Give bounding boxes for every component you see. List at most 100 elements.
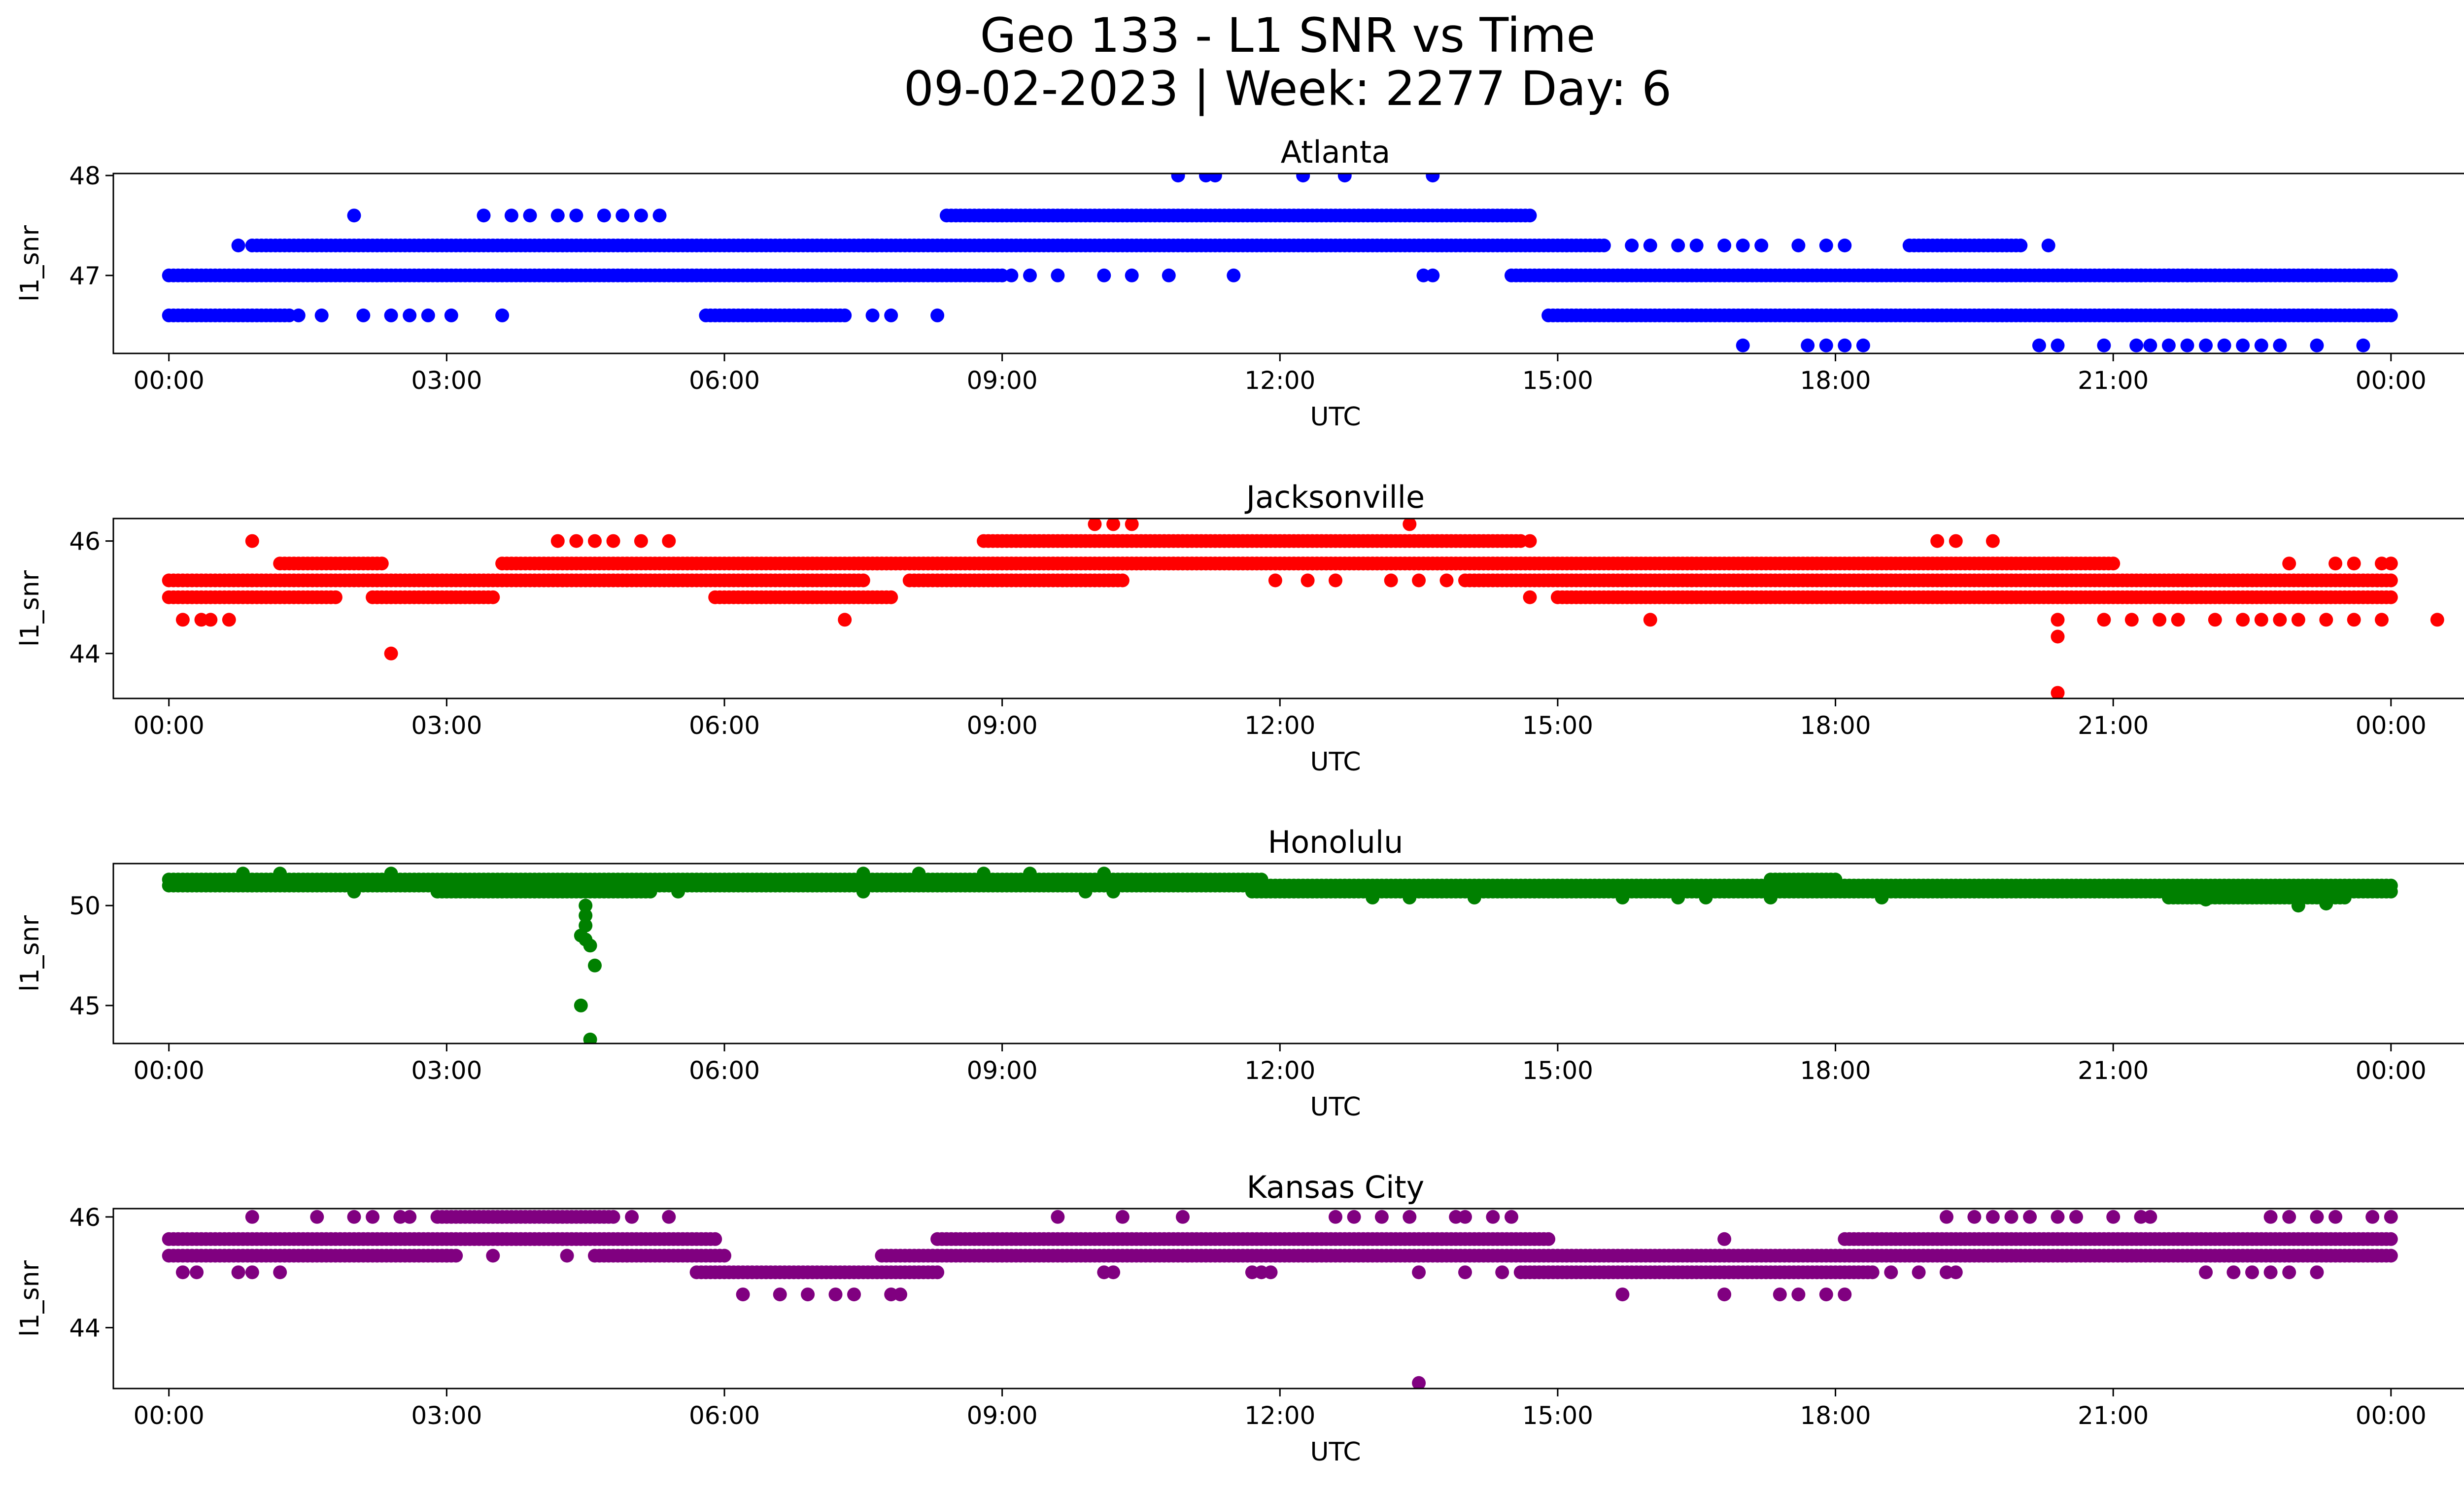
data-point — [2004, 1210, 2019, 1224]
data-point — [504, 209, 518, 223]
data-point — [204, 613, 218, 627]
data-point — [1366, 890, 1380, 904]
data-point — [328, 590, 342, 604]
x-tick-label: 18:00 — [1800, 366, 1871, 395]
data-point — [2134, 268, 2148, 282]
data-point — [2161, 338, 2176, 352]
x-axis-label: UTC — [1310, 747, 1361, 777]
y-axis-label: l1_snr — [15, 570, 45, 647]
data-point — [2430, 613, 2444, 627]
data-point — [574, 998, 588, 1012]
data-point — [865, 308, 880, 322]
y-tick-label: 48 — [69, 162, 101, 190]
data-point — [1467, 890, 1481, 904]
data-point — [828, 1287, 843, 1302]
data-point — [1115, 1210, 1129, 1224]
x-tick-label: 18:00 — [1800, 1056, 1871, 1085]
data-point — [2282, 556, 2296, 571]
data-point — [643, 884, 657, 899]
x-tick-label: 00:00 — [134, 1056, 205, 1085]
data-point — [1300, 573, 1315, 588]
data-point — [1176, 1210, 1190, 1224]
data-point — [1736, 239, 1750, 252]
y-tick-label: 47 — [69, 262, 101, 290]
x-axis-label: UTC — [1310, 1092, 1361, 1122]
data-point — [1856, 338, 1870, 352]
data-point — [2023, 1210, 2037, 1224]
data-point — [1023, 268, 1037, 282]
data-point — [273, 1265, 287, 1280]
data-point — [588, 534, 602, 548]
x-tick-label: 00:00 — [134, 1401, 205, 1430]
data-point — [2124, 613, 2139, 627]
data-point — [560, 1249, 574, 1263]
data-point — [2245, 1265, 2259, 1280]
data-point — [310, 1210, 324, 1224]
data-point — [2347, 613, 2361, 627]
data-point — [1523, 209, 1537, 223]
data-point — [236, 867, 250, 881]
data-point — [403, 1210, 417, 1224]
data-point — [2310, 1210, 2324, 1224]
data-point — [1717, 1287, 1732, 1302]
data-point — [1671, 890, 1685, 904]
x-axis-label: UTC — [1310, 1437, 1361, 1467]
y-tick-label: 45 — [69, 992, 101, 1020]
data-point — [1329, 1210, 1342, 1224]
data-point — [1125, 519, 1139, 531]
figure-title: Geo 133 - L1 SNR vs Time 09-02-2023 | We… — [0, 9, 2464, 115]
data-point — [856, 573, 870, 588]
data-point — [708, 1232, 722, 1246]
data-point — [2384, 308, 2398, 322]
data-point — [1791, 239, 1806, 252]
data-point — [1208, 174, 1222, 183]
axes-frame — [112, 173, 2464, 354]
data-point — [2208, 613, 2222, 627]
data-point — [1088, 519, 1102, 531]
subplot-title: Atlanta — [1281, 134, 1390, 170]
data-point — [718, 1249, 731, 1263]
data-point — [2254, 338, 2268, 352]
data-point — [1643, 239, 1657, 252]
data-point — [2106, 1210, 2121, 1224]
data-point — [375, 556, 389, 571]
data-point — [652, 209, 667, 223]
data-point — [1051, 268, 1065, 282]
data-point — [384, 308, 398, 322]
data-point — [1004, 268, 1019, 282]
data-point — [2051, 1210, 2065, 1224]
x-tick-label: 09:00 — [967, 366, 1038, 395]
data-point — [838, 613, 852, 627]
data-point — [1458, 1210, 1472, 1224]
data-point — [736, 1287, 750, 1302]
data-point — [314, 308, 329, 322]
subplot-title: Honolulu — [1268, 824, 1403, 860]
data-point — [930, 1265, 945, 1280]
data-point — [2291, 613, 2305, 627]
data-point — [1523, 590, 1537, 604]
x-tick-label: 03:00 — [411, 1056, 482, 1085]
data-point — [2041, 239, 2055, 252]
data-point — [912, 867, 926, 881]
data-point — [495, 308, 510, 322]
data-point — [2236, 338, 2250, 352]
x-tick-label: 09:00 — [967, 711, 1038, 740]
x-tick-label: 12:00 — [1244, 1056, 1315, 1085]
data-point — [2310, 1265, 2324, 1280]
data-point — [1374, 1210, 1389, 1224]
y-tick-label: 50 — [69, 892, 101, 920]
data-point — [838, 308, 852, 322]
data-point — [245, 1210, 259, 1224]
data-point — [2263, 1210, 2278, 1224]
data-point — [1097, 268, 1111, 282]
data-point — [1458, 1265, 1472, 1280]
data-point — [245, 1265, 259, 1280]
data-point — [1764, 890, 1778, 904]
series-points — [162, 519, 2444, 698]
data-point — [579, 908, 593, 923]
data-point — [606, 1210, 620, 1224]
y-tick-label: 46 — [69, 1203, 101, 1232]
series-points — [162, 174, 2398, 352]
